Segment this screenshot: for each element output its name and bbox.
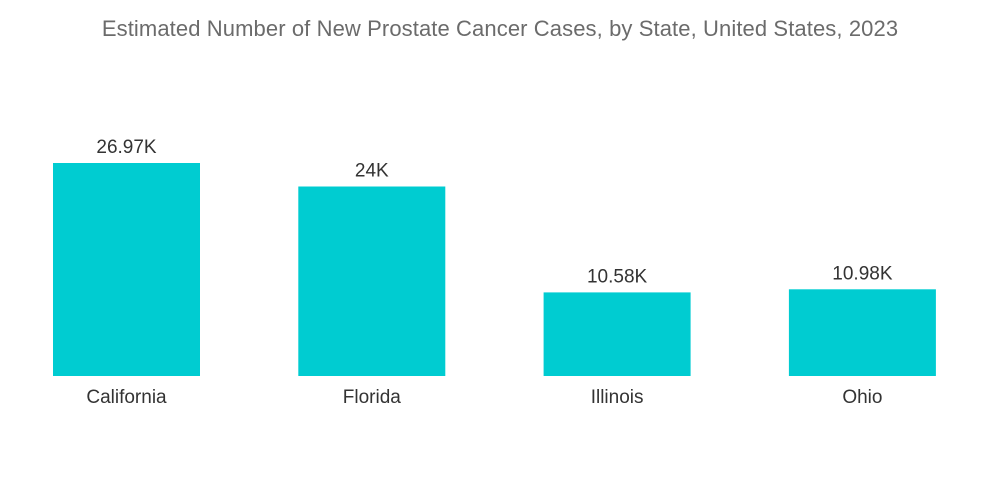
bar-florida	[298, 186, 446, 376]
category-label-florida: Florida	[343, 387, 402, 408]
category-label-california: California	[86, 387, 167, 408]
bars-layer	[53, 163, 936, 376]
chart-title: Estimated Number of New Prostate Cancer …	[101, 16, 899, 41]
category-labels-layer: California Florida Illinois Ohio	[86, 387, 882, 408]
bar-value-label-ohio: 10.98K	[832, 263, 893, 284]
value-labels-layer: 26.97K 24K 10.58K 10.98K	[96, 137, 892, 287]
bar-value-label-california: 26.97K	[96, 137, 157, 158]
bar-california	[53, 163, 200, 376]
category-label-illinois: Illinois	[591, 387, 644, 408]
bar-value-label-illinois: 10.58K	[587, 266, 648, 287]
bar-value-label-florida: 24K	[355, 161, 389, 182]
bar-ohio	[788, 289, 936, 376]
bar-illinois	[543, 292, 691, 376]
category-label-ohio: Ohio	[842, 387, 882, 408]
